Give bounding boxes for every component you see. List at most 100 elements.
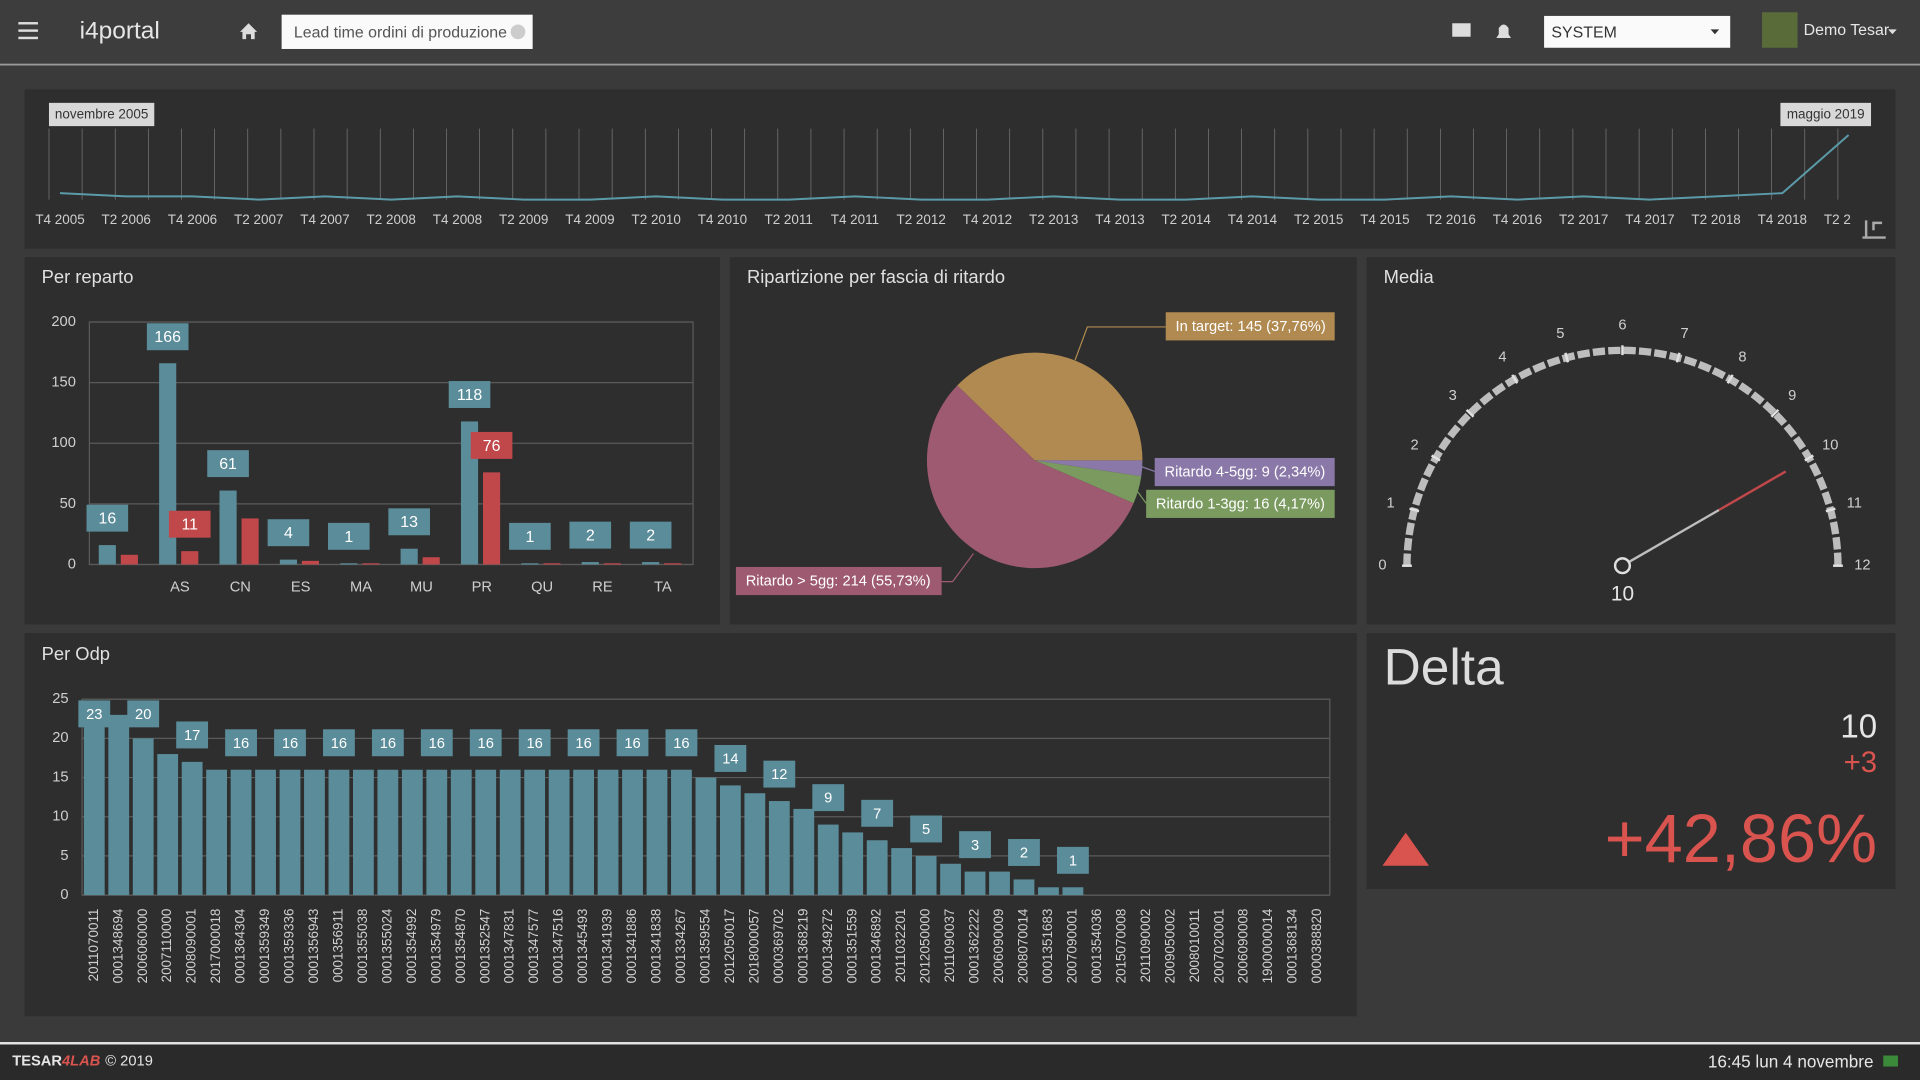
range-start-handle — [48, 102, 155, 127]
bar — [603, 563, 621, 565]
data-label-box — [1008, 839, 1040, 866]
data-label: 16 — [624, 736, 640, 752]
bar — [793, 808, 815, 896]
pie-label: Ritardo 1-3gg: 16 (4,17%) — [1156, 496, 1325, 512]
bar — [483, 472, 501, 565]
bar — [362, 563, 380, 565]
pie-slice — [957, 352, 1143, 461]
x-tick-label: 0001356943 — [306, 909, 321, 984]
reset-zoom-button[interactable] — [1862, 220, 1886, 239]
gauge-tick-label: 0 — [1378, 558, 1386, 574]
x-tick-label: AS — [170, 580, 190, 596]
gauge-tick-label: 2 — [1411, 438, 1419, 454]
delta-title: Delta — [1384, 638, 1504, 696]
company-select[interactable] — [1544, 15, 1731, 48]
x-tick-label: T2 2013 — [1029, 212, 1078, 227]
x-tick-label: TA — [654, 580, 672, 596]
bar — [768, 801, 790, 896]
bar — [206, 769, 228, 896]
x-tick-label: T2 2016 — [1426, 212, 1475, 227]
bar — [301, 560, 320, 565]
data-label-box — [420, 729, 453, 757]
bar — [1013, 879, 1035, 896]
data-label-box — [225, 729, 257, 757]
x-tick-label: 0001364304 — [233, 908, 248, 983]
x-tick-label: 2006060000 — [135, 909, 150, 984]
bar — [521, 563, 539, 565]
bar — [719, 785, 741, 896]
data-label-box — [146, 323, 189, 351]
x-tick-label: QU — [531, 580, 553, 596]
data-label-box — [78, 700, 111, 728]
bar — [695, 777, 717, 896]
mail-button[interactable] — [1452, 23, 1471, 37]
x-tick-label: 0001355024 — [379, 908, 394, 983]
delta-panel — [1366, 633, 1896, 889]
pie-slice — [926, 385, 1134, 569]
x-tick-label: 0001334267 — [673, 909, 688, 984]
x-tick-label: 0001354979 — [428, 909, 443, 984]
pie-label-box — [1165, 312, 1335, 341]
data-label: 20 — [135, 707, 151, 723]
data-label-box — [714, 744, 747, 772]
gauge-tick — [1804, 454, 1814, 462]
data-label-box — [327, 522, 370, 550]
leader-line — [1132, 484, 1147, 504]
bar — [548, 769, 570, 896]
pie-label: Ritardo > 5gg: 214 (55,73%) — [746, 574, 931, 590]
company-text: SYSTEM — [1551, 24, 1616, 41]
menu-button[interactable] — [18, 22, 38, 40]
x-tick-label: 2007110000 — [159, 909, 174, 983]
leader-line — [1074, 326, 1166, 361]
data-label: 7 — [873, 806, 881, 822]
x-tick-label: 2008010011 — [1187, 909, 1202, 983]
bar — [817, 824, 839, 896]
data-label: 16 — [575, 736, 591, 752]
bar — [940, 863, 961, 896]
notifications-button[interactable] — [1496, 24, 1512, 38]
select-caret — [1710, 29, 1720, 35]
x-tick-label: T4 2006 — [168, 212, 217, 227]
x-tick-label: 0001341886 — [624, 909, 639, 984]
app-logo[interactable]: i4portal — [80, 17, 160, 44]
footer-border — [0, 1042, 1920, 1045]
x-tick-label: T4 2012 — [963, 212, 1012, 227]
data-label-box — [274, 729, 306, 757]
gauge-tick-label: 5 — [1556, 326, 1564, 342]
gauge-pivot — [1613, 557, 1632, 575]
gauge-value: 10 — [1611, 583, 1634, 606]
x-tick-label: RE — [592, 580, 613, 596]
timeline-line — [59, 134, 1850, 201]
x-tick-label: 2008090001 — [184, 909, 199, 984]
data-label: 14 — [722, 752, 738, 768]
data-label: 16 — [429, 736, 445, 752]
gauge-tick-label: 8 — [1738, 350, 1746, 366]
x-tick-label: 2006090008 — [1236, 909, 1251, 984]
x-tick-label: T4 2014 — [1228, 212, 1278, 227]
y-tick-label: 20 — [52, 730, 68, 746]
x-tick-label: T2 2010 — [632, 212, 681, 227]
x-tick-label: 1900000014 — [1260, 908, 1275, 983]
data-label: 5 — [922, 822, 930, 838]
search-box[interactable] — [281, 14, 533, 49]
data-label: 23 — [86, 707, 102, 723]
user-avatar[interactable] — [1762, 12, 1798, 48]
gauge-tick — [1511, 374, 1519, 384]
data-label: 1 — [525, 529, 534, 546]
chart-title: Media — [1384, 266, 1435, 287]
data-label-box — [665, 729, 698, 757]
y-tick-label: 25 — [52, 691, 68, 707]
clear-search[interactable] — [510, 24, 526, 40]
x-tick-label: 2017000018 — [208, 909, 223, 984]
x-tick-label: 0001352547 — [477, 909, 492, 984]
home-button[interactable] — [240, 23, 258, 40]
language-flag[interactable] — [1883, 1055, 1898, 1067]
pie-label: In target: 145 (37,76%) — [1176, 319, 1326, 335]
x-tick-label: T2 2014 — [1161, 212, 1211, 227]
data-label-box — [448, 381, 491, 408]
user-caret — [1888, 29, 1897, 35]
x-tick-label: 0001349272 — [820, 909, 835, 984]
gauge-tick — [1409, 507, 1420, 513]
user-name[interactable]: Demo Tesar — [1804, 22, 1890, 39]
bar — [573, 769, 594, 896]
